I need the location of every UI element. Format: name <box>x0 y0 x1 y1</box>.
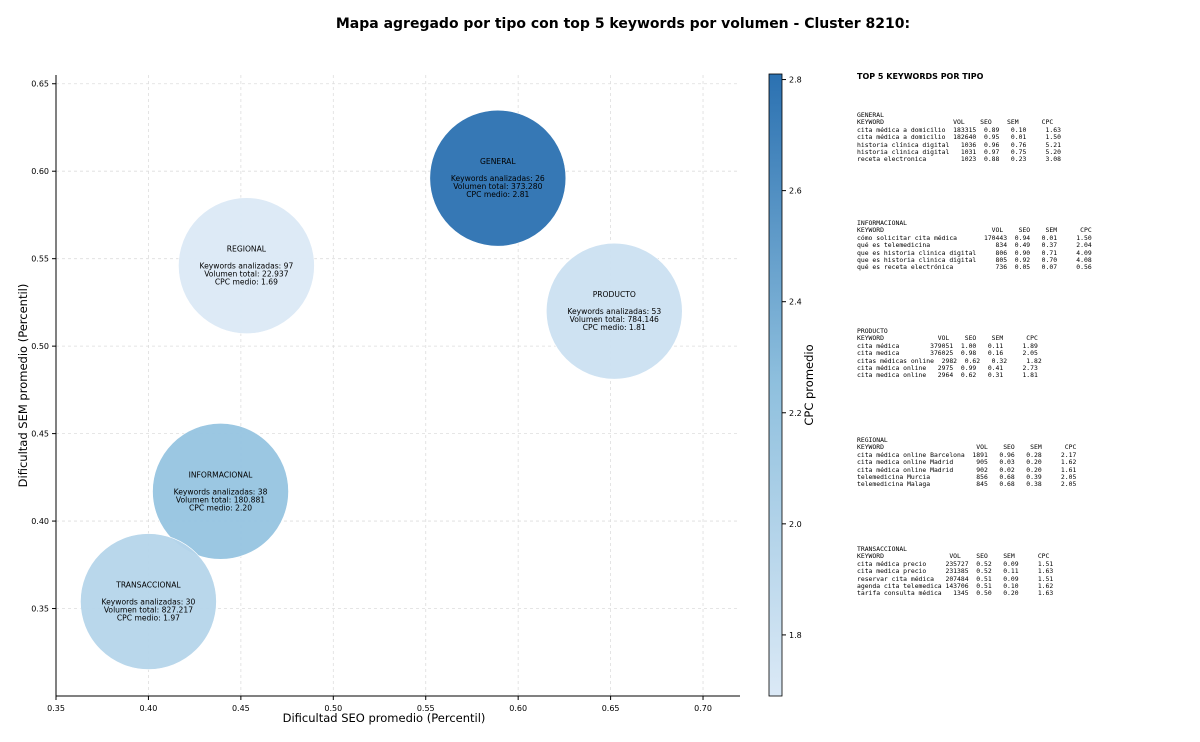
x-tick-label: 0.50 <box>324 704 342 713</box>
bubble-label: REGIONAL <box>227 245 267 254</box>
bubble-circle <box>152 423 289 560</box>
colorbar-tick-label: 2.2 <box>789 409 802 418</box>
keyword-table-regional: REGIONAL KEYWORD VOL SEO SEM CPC cita mé… <box>857 436 1077 489</box>
y-tick-label: 0.35 <box>31 605 49 614</box>
colorbar: 1.8 2.0 2.2 2.4 2.6 2.8 CPC promedio <box>768 73 816 697</box>
keyword-table-transaccional: TRANSACCIONAL KEYWORD VOL SEO SEM CPC ci… <box>857 545 1054 598</box>
bubble-circle <box>80 533 217 670</box>
bubble-label: TRANSACCIONAL <box>115 581 181 590</box>
bubble-cpc: CPC medio: 2.20 <box>189 503 252 512</box>
x-tick-label: 0.60 <box>509 704 527 713</box>
bubble-cpc: CPC medio: 1.81 <box>583 323 646 332</box>
x-axis-label: Dificultad SEO promedio (Percentil) <box>283 711 486 725</box>
bubble-keywords: Keywords analizadas: 26 <box>451 174 545 183</box>
colorbar-tick-label: 2.8 <box>789 76 802 85</box>
y-tick-label: 0.60 <box>31 167 49 176</box>
bubble-keywords: Keywords analizadas: 53 <box>567 307 661 316</box>
bubble-keywords: Keywords analizadas: 97 <box>199 262 293 271</box>
bubble-informacional: INFORMACIONAL Keywords analizadas: 38Volu… <box>152 423 289 560</box>
colorbar-tick-label: 2.4 <box>789 298 802 307</box>
colorbar-tick-label: 1.8 <box>789 631 802 640</box>
colorbar-scale <box>768 73 783 697</box>
axes: 0.35 0.40 0.45 0.50 0.55 0.60 0.65 0.70 0.35 0.40… <box>16 75 740 725</box>
bubble-volume: Volumen total: 180.881 <box>176 495 265 504</box>
x-tick-label: 0.35 <box>47 704 65 713</box>
bubble-volume: Volumen total: 827.217 <box>104 606 193 615</box>
bubble-circle <box>178 197 315 334</box>
keyword-table-informacional: INFORMACIONAL KEYWORD VOL SEO SEM CPC có… <box>857 219 1092 272</box>
chart-title: Mapa agregado por tipo con top 5 keyword… <box>335 16 911 32</box>
x-tick-label: 0.40 <box>140 704 158 713</box>
keywords-sidebar: TOP 5 KEYWORDS POR TIPO GENERAL KEYWORD … <box>857 72 1187 597</box>
bubble-volume: Volumen total: 373.280 <box>453 182 542 191</box>
keyword-table-general: GENERAL KEYWORD VOL SEO SEM CPC cita méd… <box>857 111 1061 164</box>
y-tick-label: 0.45 <box>31 430 49 439</box>
x-tick-label: 0.45 <box>232 704 250 713</box>
bubble-transaccional: TRANSACCIONAL Keywords analizadas: 30Volu… <box>80 533 217 670</box>
bubble-cpc: CPC medio: 1.69 <box>215 278 278 287</box>
x-tick-label: 0.70 <box>694 704 712 713</box>
bubble-label: INFORMACIONAL <box>189 470 254 479</box>
bubble-keywords: Keywords analizadas: 30 <box>102 598 196 607</box>
bubble-circle <box>429 109 567 247</box>
bubble-label: PRODUCTO <box>593 290 636 299</box>
bubble-label: GENERAL <box>480 157 516 166</box>
bubble-volume: Volumen total: 22.937 <box>204 270 289 279</box>
y-axis-label: Dificultad SEM promedio (Percentil) <box>16 284 30 488</box>
bubble-keywords: Keywords analizadas: 38 <box>174 487 268 496</box>
y-tick-label: 0.65 <box>31 80 49 89</box>
sidebar-title: TOP 5 KEYWORDS POR TIPO <box>857 72 984 81</box>
x-tick-label: 0.55 <box>417 704 435 713</box>
colorbar-tick-label: 2.6 <box>789 187 802 196</box>
keyword-table-producto: PRODUCTO KEYWORD VOL SEO SEM CPC cita mé… <box>857 327 1042 380</box>
y-tick-label: 0.40 <box>31 517 49 526</box>
colorbar-label: CPC promedio <box>802 344 816 425</box>
bubble-circle <box>545 242 683 380</box>
colorbar-tick-label: 2.0 <box>789 520 802 529</box>
bubble-cpc: CPC medio: 1.97 <box>117 614 180 623</box>
y-tick-label: 0.50 <box>31 342 49 351</box>
x-tick-label: 0.65 <box>602 704 620 713</box>
y-tick-label: 0.55 <box>31 255 49 264</box>
bubble-volume: Volumen total: 784.146 <box>570 315 659 324</box>
bubble-cpc: CPC medio: 2.81 <box>466 190 529 199</box>
